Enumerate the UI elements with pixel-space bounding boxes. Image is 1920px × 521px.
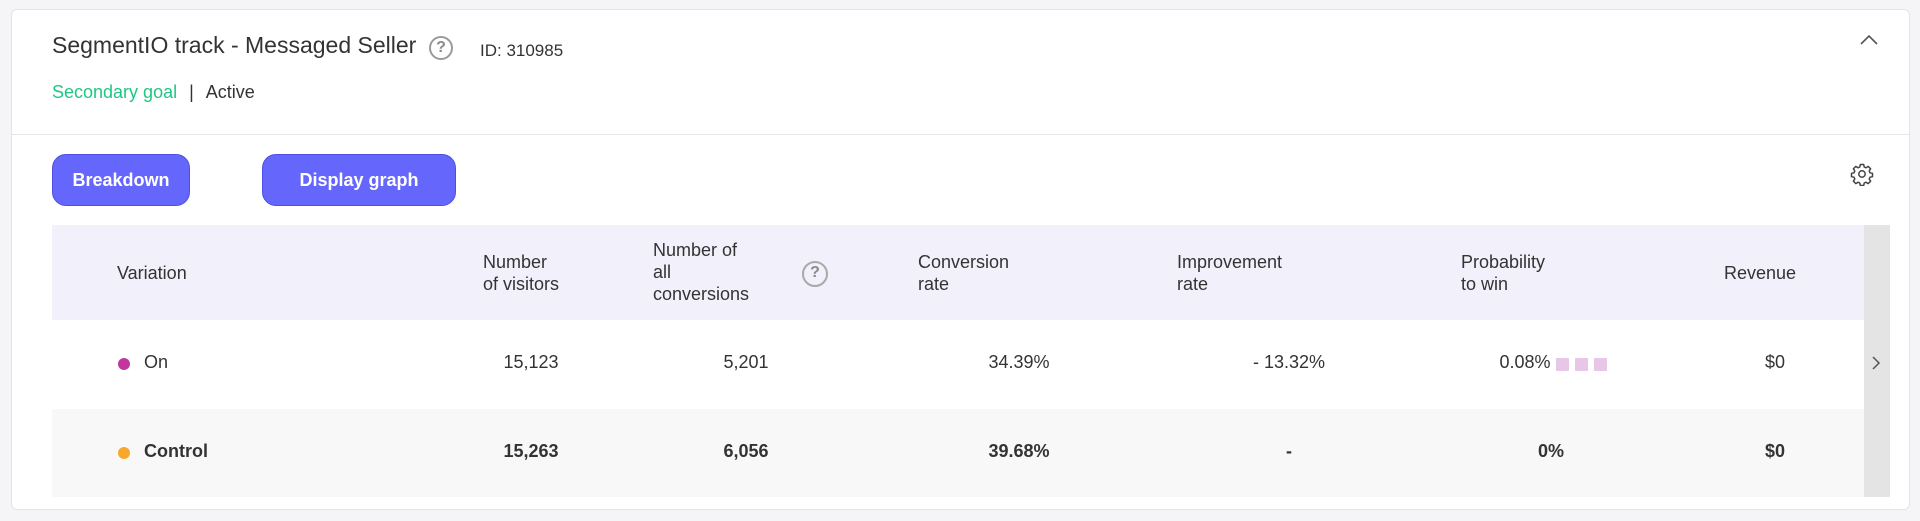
variation-name: On <box>144 352 169 372</box>
variation-name: Control <box>144 441 208 461</box>
table-header: Variation Number of visitors Number of a… <box>52 225 1864 320</box>
header-conversion-rate-line2: rate <box>918 274 950 294</box>
chevron-up-icon[interactable] <box>1858 32 1880 48</box>
header-improvement: Improvement rate <box>1177 251 1282 295</box>
probability-value: 0% <box>1537 441 1565 461</box>
header-conversions-line3: conversions <box>653 284 750 304</box>
goal-header: SegmentIO track - Messaged Seller ? ID: … <box>12 10 1909 135</box>
help-icon[interactable]: ? <box>429 36 453 60</box>
display-graph-button[interactable]: Display graph <box>262 154 456 206</box>
revenue-value: $0 <box>1764 441 1786 461</box>
visitors-value: 15,263 <box>503 441 559 461</box>
conversions-value: 6,056 <box>723 441 769 461</box>
goal-card: SegmentIO track - Messaged Seller ? ID: … <box>11 9 1910 510</box>
conversion-rate-value: 34.39% <box>988 352 1050 372</box>
goal-meta: Secondary goal | Active <box>52 82 255 103</box>
variation-color-dot <box>118 358 130 370</box>
header-visitors-line1: Number <box>483 252 548 272</box>
chevron-right-icon[interactable] <box>1870 355 1882 371</box>
header-conversion-rate: Conversion rate <box>918 251 1009 295</box>
goal-type: Secondary goal <box>52 82 178 102</box>
visitors-value: 15,123 <box>503 352 559 372</box>
header-probability-line1: Probability <box>1461 252 1546 272</box>
table-row[interactable]: On 15,123 5,201 34.39% - 13.32% 0.08% $0 <box>52 320 1864 408</box>
gear-icon[interactable] <box>1850 162 1874 186</box>
header-variation: Variation <box>117 263 187 283</box>
meta-separator: | <box>189 82 194 102</box>
header-conversions: Number of all conversions <box>653 239 749 305</box>
goal-status: Active <box>205 82 255 102</box>
header-conversions-line2: all <box>653 262 672 282</box>
header-conversions-line1: Number of <box>653 240 738 260</box>
header-improvement-line2: rate <box>1177 274 1209 294</box>
header-conversion-rate-line1: Conversion <box>918 252 1010 272</box>
variation-color-dot <box>118 447 130 459</box>
improvement-value: - 13.32% <box>1252 352 1326 372</box>
probability-bar <box>1556 358 1569 371</box>
probability-value: 0.08% <box>1499 352 1551 372</box>
conversions-value: 5,201 <box>723 352 769 372</box>
probability-bar <box>1594 358 1607 371</box>
header-improvement-line1: Improvement <box>1177 252 1283 272</box>
improvement-value: - <box>1286 441 1292 461</box>
header-visitors-line2: of visitors <box>483 274 560 294</box>
header-probability-line2: to win <box>1461 274 1509 294</box>
table-row[interactable]: Control 15,263 6,056 39.68% - 0% $0 <box>52 409 1864 497</box>
goal-id: ID: 310985 <box>480 41 564 60</box>
probability-bar <box>1575 358 1588 371</box>
header-probability: Probability to win <box>1461 251 1545 295</box>
header-visitors: Number of visitors <box>483 251 559 295</box>
revenue-value: $0 <box>1764 352 1786 372</box>
header-revenue: Revenue <box>1724 263 1797 283</box>
goal-title: SegmentIO track - Messaged Seller <box>52 32 417 58</box>
conversion-rate-value: 39.68% <box>988 441 1050 461</box>
results-table: Variation Number of visitors Number of a… <box>52 225 1890 497</box>
help-icon[interactable]: ? <box>802 261 828 287</box>
probability-indicator <box>1556 358 1607 371</box>
breakdown-button[interactable]: Breakdown <box>52 154 190 206</box>
